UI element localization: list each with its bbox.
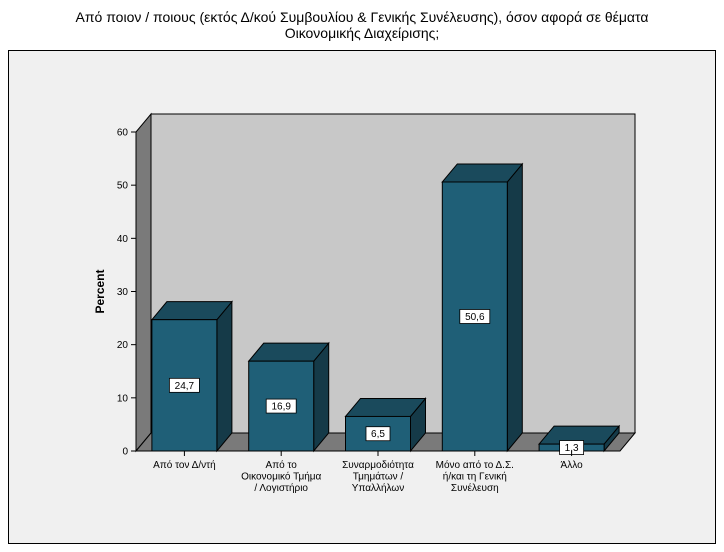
y-tick-label: 0 (122, 447, 128, 458)
x-tick-label: Από τον Δ/ντή (153, 459, 215, 471)
bar-side (506, 162, 523, 453)
chart-title: Από ποιον / ποιους (εκτός Δ/κού Συμβουλί… (0, 9, 724, 41)
data-label-box (365, 426, 391, 442)
data-label-box (265, 398, 297, 414)
x-tick-label: Άλλο (561, 460, 584, 471)
x-tick-label: Από το Οικονομικό Τμήμα / Λογιστήριο (241, 459, 321, 494)
bar-side (216, 300, 233, 453)
data-label: 1,3 (565, 443, 579, 454)
bar-side (313, 341, 330, 453)
data-label: 16,9 (271, 402, 291, 413)
x-tick-label: Μόνο από το Δ.Σ. ή/και τη Γενική Συνέλευση (436, 459, 514, 494)
data-label-box (168, 377, 200, 393)
chart-title-line-2: Οικονομικής Διαχείρισης; (284, 25, 440, 41)
y-axis-title: Percent (93, 269, 107, 313)
x-tick-label: Συναρμοδιότητα Τμημάτων / Υπαλλήλων (342, 459, 414, 494)
y-tick-label: 60 (117, 128, 129, 139)
y-tick-label: 20 (117, 340, 129, 351)
data-label-box (459, 309, 491, 324)
data-label: 6,5 (371, 429, 385, 440)
side-wall (135, 112, 152, 453)
data-label: 24,7 (175, 381, 195, 392)
y-tick-label: 10 (117, 393, 129, 404)
data-label: 50,6 (465, 312, 485, 323)
chart-title-line-1: Από ποιον / ποιους (εκτός Δ/κού Συμβουλί… (75, 9, 649, 25)
y-tick-label: 50 (117, 181, 129, 192)
y-tick-label: 40 (117, 234, 129, 245)
y-tick-label: 30 (117, 287, 129, 298)
